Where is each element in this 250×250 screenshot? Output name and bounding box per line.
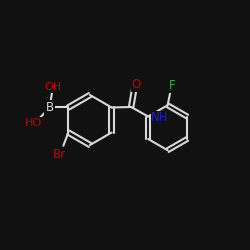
Text: HO: HO [25,118,42,128]
Text: B: B [46,101,54,114]
Text: NH: NH [151,111,169,124]
Text: Br: Br [53,148,66,160]
Text: OH: OH [45,82,62,92]
Text: O: O [132,78,141,92]
Text: F: F [168,79,175,92]
